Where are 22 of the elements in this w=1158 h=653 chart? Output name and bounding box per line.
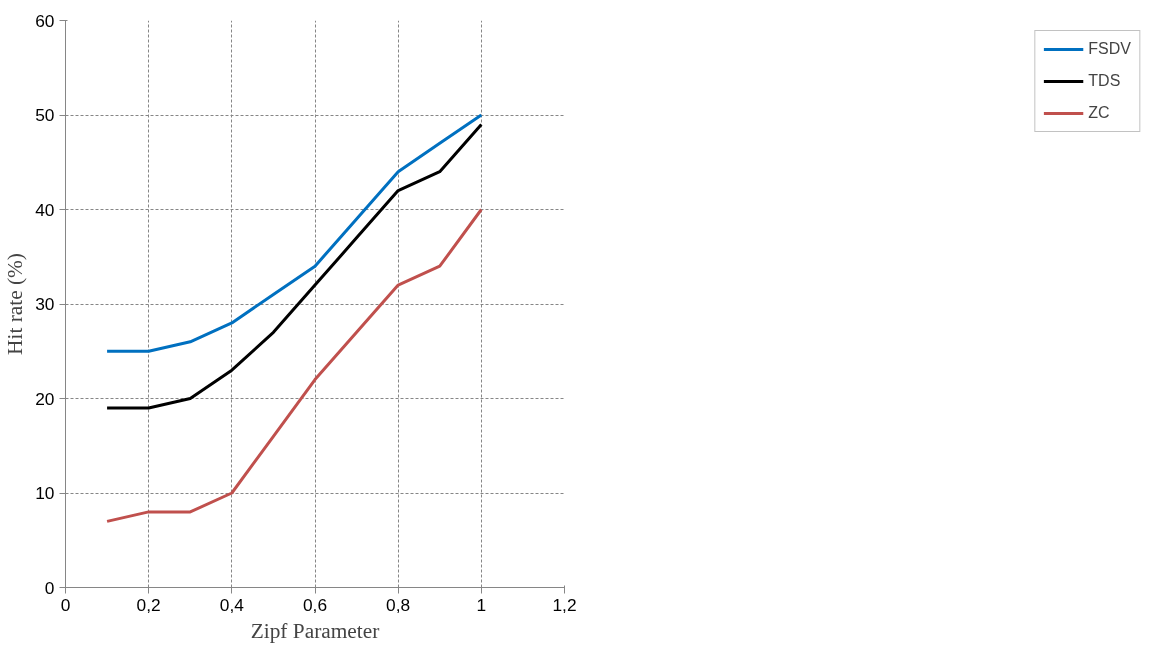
- line-series: [105, 113, 483, 353]
- x-tick-label: 0,6: [302, 594, 328, 615]
- x-tick-label: 1,2: [552, 594, 577, 615]
- x-tick-label: 0,8: [386, 594, 411, 615]
- y-axis-title: Hit rate (%): [3, 253, 28, 355]
- y-tick-label: 30: [35, 294, 55, 314]
- x-axis-title: Zipf Parameter: [250, 618, 380, 643]
- y-tick-label: 20: [35, 388, 55, 409]
- line-series: [105, 122, 483, 410]
- legend-label: TDS: [1088, 72, 1121, 90]
- x-tick-label: 0,4: [219, 594, 245, 615]
- y-tick-label: 10: [35, 483, 55, 503]
- line-series: [105, 208, 483, 523]
- x-tick-label: 0,2: [136, 594, 161, 615]
- y-tick-label: 60: [35, 10, 55, 31]
- legend-label: ZC: [1088, 104, 1110, 122]
- y-tick-label: 40: [35, 199, 55, 220]
- legend-label: FSDV: [1088, 40, 1131, 58]
- x-tick-label: 1: [476, 594, 487, 615]
- x-tick-label: 0: [60, 594, 71, 615]
- y-tick-label: 50: [35, 105, 55, 125]
- y-tick-label: 0: [44, 577, 55, 598]
